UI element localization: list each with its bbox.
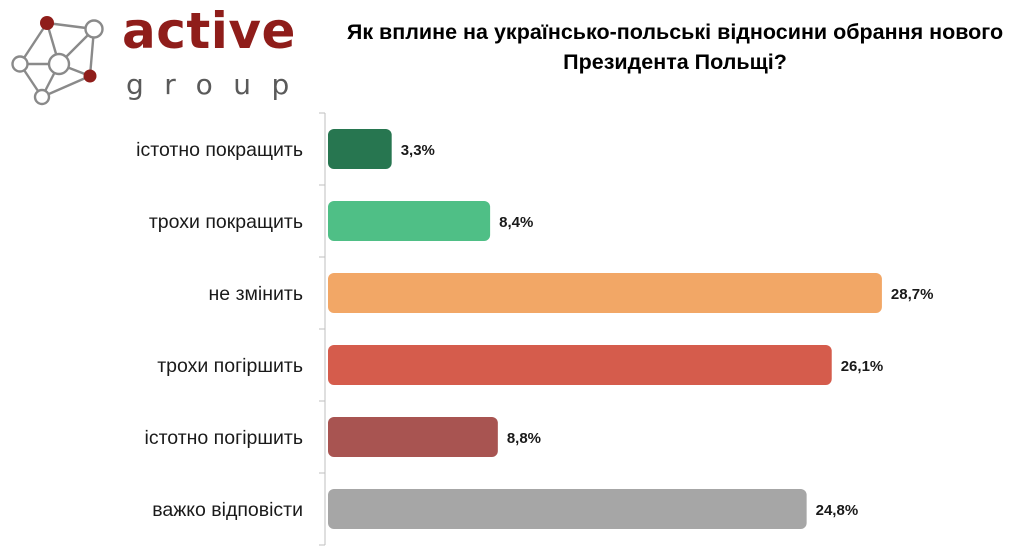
logo-node <box>33 88 51 106</box>
bar <box>328 417 498 457</box>
value-label: 8,8% <box>507 430 541 447</box>
bar <box>328 489 807 529</box>
category-label: не змінить <box>209 283 303 305</box>
value-label: 26,1% <box>841 358 884 375</box>
category-label: трохи покращить <box>149 211 303 233</box>
logo-node-accent <box>40 16 54 30</box>
bar <box>328 273 882 313</box>
category-label: істотно погіршить <box>145 427 304 449</box>
value-label: 3,3% <box>401 142 435 159</box>
active-group-logo <box>11 16 104 106</box>
logo-node <box>84 19 104 39</box>
logo-word: active <box>122 2 296 60</box>
value-label: 8,4% <box>499 214 533 231</box>
logo-node <box>11 55 29 73</box>
value-label: 24,8% <box>816 502 859 519</box>
logo-sub: group <box>126 68 310 101</box>
bar <box>328 129 392 169</box>
bar <box>328 201 491 241</box>
value-label: 28,7% <box>891 286 934 303</box>
category-label: важко відповісти <box>152 499 303 521</box>
category-label: трохи погіршить <box>157 355 303 377</box>
chart-title: Як вплине на українсько-польські відноси… <box>346 20 1004 74</box>
logo-node <box>47 52 71 76</box>
bar <box>328 345 832 385</box>
logo-node-accent <box>83 69 97 83</box>
category-label: істотно покращить <box>136 139 303 161</box>
